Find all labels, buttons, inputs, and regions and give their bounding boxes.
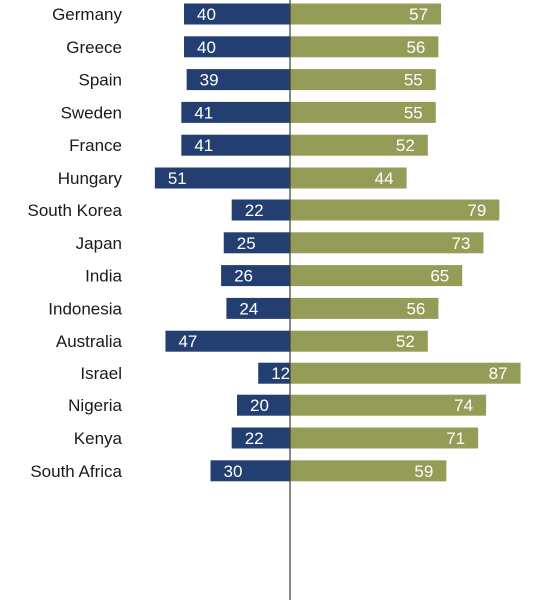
bar-right-nigeria	[290, 394, 487, 416]
bar-right-indonesia	[290, 297, 439, 319]
category-label-indonesia: Indonesia	[48, 299, 122, 318]
value-label-left-sweden: 41	[194, 103, 213, 122]
category-label-israel: Israel	[80, 364, 122, 383]
value-label-left-south-africa: 30	[224, 462, 243, 481]
value-label-left-greece: 40	[197, 38, 216, 57]
bar-left-japan	[223, 232, 290, 254]
value-label-left-kenya: 22	[245, 429, 264, 448]
category-label-south-africa: South Africa	[30, 462, 122, 481]
bar-left-south-africa	[210, 460, 290, 482]
value-label-right-indonesia: 56	[406, 299, 425, 318]
bar-right-kenya	[290, 427, 479, 449]
category-label-australia: Australia	[56, 332, 123, 351]
value-label-right-spain: 55	[404, 71, 423, 90]
value-label-left-australia: 47	[178, 332, 197, 351]
bar-right-germany	[290, 3, 442, 25]
value-label-right-kenya: 71	[446, 429, 465, 448]
category-label-spain: Spain	[79, 71, 122, 90]
category-label-sweden: Sweden	[61, 103, 122, 122]
bar-right-japan	[290, 232, 484, 254]
category-label-greece: Greece	[66, 38, 122, 57]
bar-left-germany	[184, 3, 290, 25]
bar-left-south-korea	[231, 199, 290, 221]
bar-right-france	[290, 134, 428, 156]
value-label-left-hungary: 51	[168, 169, 187, 188]
bar-left-hungary	[154, 167, 290, 189]
category-label-france: France	[69, 136, 122, 155]
value-label-right-south-africa: 59	[414, 462, 433, 481]
bar-left-greece	[184, 36, 290, 58]
bar-right-india	[290, 265, 463, 287]
bar-left-spain	[186, 69, 290, 91]
value-label-right-france: 52	[396, 136, 415, 155]
value-label-right-japan: 73	[452, 234, 471, 253]
bar-left-indonesia	[226, 297, 290, 319]
bar-right-sweden	[290, 101, 436, 123]
value-label-left-japan: 25	[237, 234, 256, 253]
value-label-right-hungary: 44	[375, 169, 394, 188]
value-label-right-nigeria: 74	[454, 396, 473, 415]
bar-right-hungary	[290, 167, 407, 189]
value-label-right-greece: 56	[406, 38, 425, 57]
category-label-south-korea: South Korea	[27, 201, 122, 220]
value-label-left-israel: 12	[271, 364, 290, 383]
bar-right-australia	[290, 330, 428, 352]
bar-left-australia	[165, 330, 290, 352]
value-label-right-india: 65	[430, 267, 449, 286]
bar-right-greece	[290, 36, 439, 58]
category-label-nigeria: Nigeria	[68, 396, 122, 415]
bar-right-spain	[290, 69, 436, 91]
bar-left-india	[221, 265, 290, 287]
bar-left-nigeria	[237, 394, 290, 416]
bar-left-israel	[258, 362, 290, 384]
bar-left-kenya	[231, 427, 290, 449]
category-label-kenya: Kenya	[74, 429, 123, 448]
category-label-india: India	[85, 267, 122, 286]
bar-right-israel	[290, 362, 521, 384]
category-label-germany: Germany	[52, 5, 122, 24]
value-label-right-germany: 57	[409, 5, 428, 24]
value-label-left-south-korea: 22	[245, 201, 264, 220]
category-label-japan: Japan	[76, 234, 122, 253]
bar-right-south-korea	[290, 199, 500, 221]
bar-right-south-africa	[290, 460, 447, 482]
value-label-left-nigeria: 20	[250, 396, 269, 415]
value-label-left-indonesia: 24	[239, 299, 258, 318]
value-label-left-france: 41	[194, 136, 213, 155]
value-label-left-india: 26	[234, 267, 253, 286]
value-label-right-australia: 52	[396, 332, 415, 351]
category-label-hungary: Hungary	[58, 169, 123, 188]
value-label-right-sweden: 55	[404, 103, 423, 122]
value-label-right-south-korea: 79	[467, 201, 486, 220]
bar-left-sweden	[181, 101, 290, 123]
bar-left-france	[181, 134, 290, 156]
value-label-left-spain: 39	[200, 71, 219, 90]
value-label-right-israel: 87	[489, 364, 508, 383]
value-label-left-germany: 40	[197, 5, 216, 24]
